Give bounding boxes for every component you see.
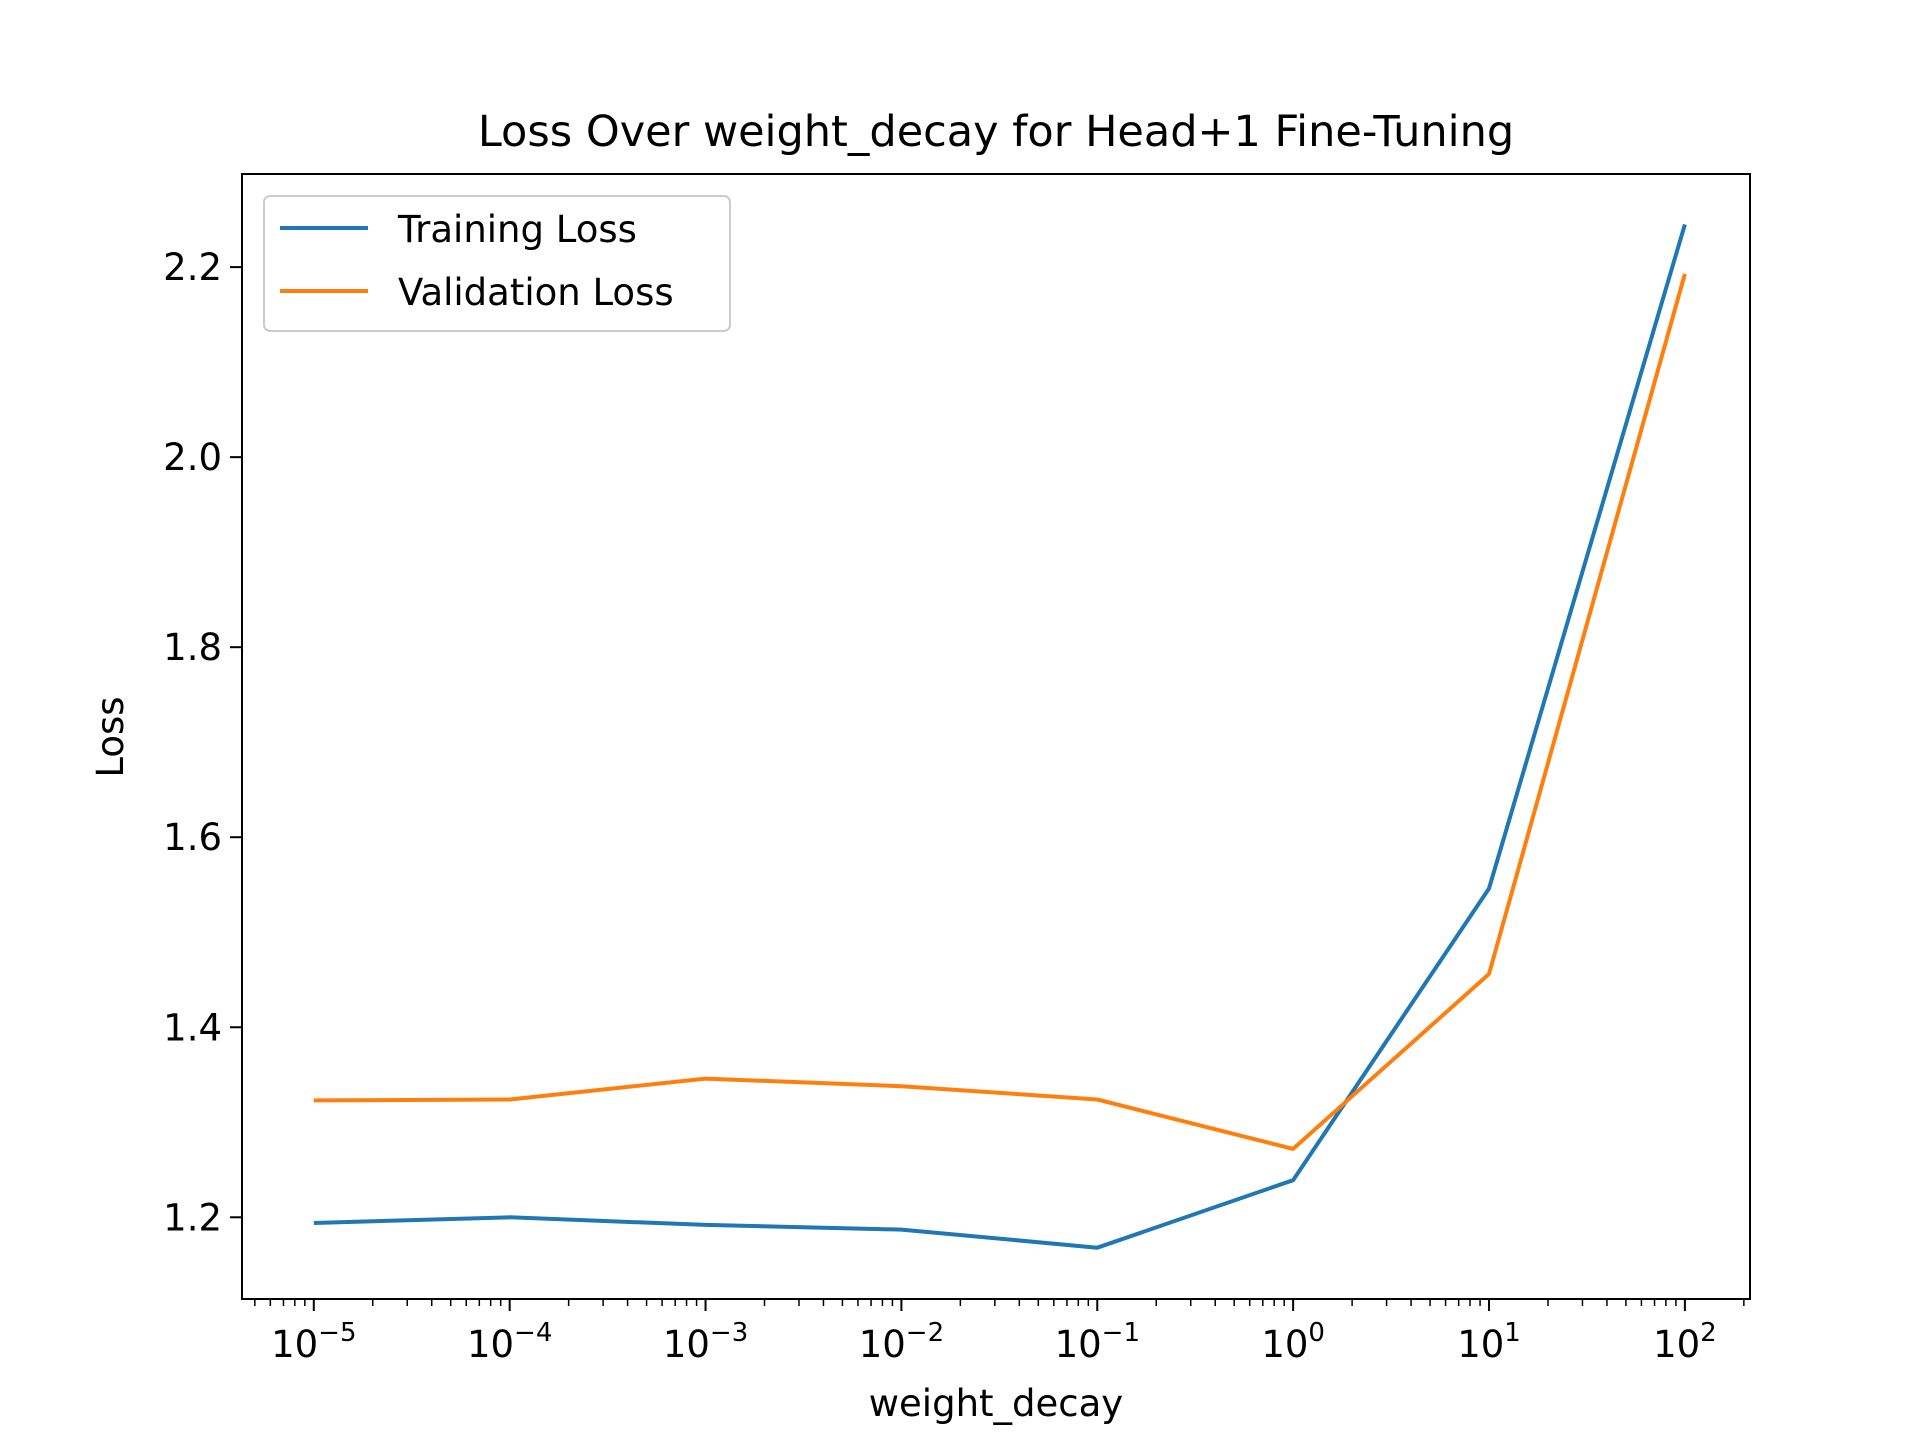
y-tick-label: 2.2 xyxy=(163,246,222,289)
x-tick-label: 102 xyxy=(1653,1318,1717,1366)
y-tick-label: 1.8 xyxy=(163,626,222,669)
y-axis: 1.2 1.4 1.6 1.8 2.0 2.2 xyxy=(163,246,242,1239)
y-tick-label: 2.0 xyxy=(163,436,222,479)
series-line-validation-loss xyxy=(313,273,1687,1151)
legend: Training Loss Validation Loss xyxy=(263,195,731,332)
x-tick-label: 10−1 xyxy=(1055,1318,1140,1366)
series-layer xyxy=(313,223,1687,1250)
x-axis: 10−5 10−4 10−3 10−2 10−1 100 101 102 xyxy=(254,1299,1745,1366)
y-tick-label: 1.4 xyxy=(163,1006,222,1049)
x-tick-label: 10−5 xyxy=(271,1318,356,1366)
chart-title: Loss Over weight_decay for Head+1 Fine-T… xyxy=(478,107,1514,157)
x-tick-label: 10−3 xyxy=(663,1318,748,1366)
x-axis-label: weight_decay xyxy=(869,1382,1123,1425)
plot-frame xyxy=(241,173,1751,1300)
series-line-training-loss xyxy=(313,223,1687,1250)
y-axis-label: Loss xyxy=(89,696,132,777)
y-tick-label: 1.6 xyxy=(163,816,222,859)
y-tick-label: 1.2 xyxy=(163,1196,222,1239)
legend-label-training-loss: Training Loss xyxy=(397,208,637,251)
x-tick-label: 101 xyxy=(1457,1318,1521,1366)
legend-box xyxy=(263,195,731,332)
x-tick-label: 10−2 xyxy=(859,1318,944,1366)
x-tick-label: 100 xyxy=(1261,1318,1325,1366)
x-tick-label: 10−4 xyxy=(467,1318,552,1366)
legend-label-validation-loss: Validation Loss xyxy=(398,271,674,314)
